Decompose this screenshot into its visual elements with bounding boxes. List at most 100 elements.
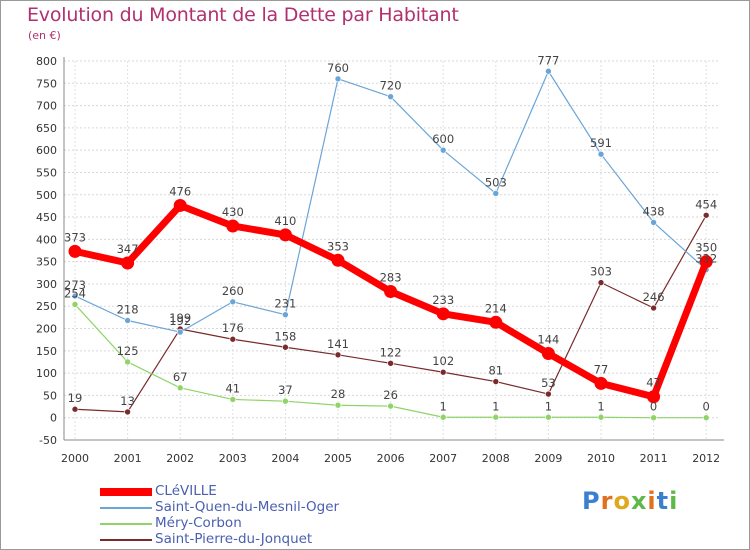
data-label: 192 [169, 314, 191, 328]
data-label: 53 [541, 376, 556, 390]
data-label: 430 [222, 205, 244, 219]
data-label: 67 [173, 370, 188, 384]
brand-letter: i [669, 487, 679, 515]
data-label: 332 [695, 252, 717, 266]
legend-swatch [100, 507, 152, 509]
data-label: 246 [643, 290, 665, 304]
y-tick-label: 200 [36, 323, 57, 336]
data-label: 26 [383, 388, 398, 402]
y-tick-label: 50 [43, 389, 57, 402]
chart-subtitle: (en €) [28, 29, 61, 42]
data-label: 102 [432, 354, 454, 368]
data-label: 1 [440, 399, 447, 413]
legend-label: Saint-Pierre-du-Jonquet [155, 531, 313, 547]
legend-swatch [100, 523, 152, 525]
data-point [492, 378, 500, 385]
data-label: 438 [643, 204, 665, 218]
data-label: 283 [380, 271, 402, 285]
data-point [229, 396, 237, 403]
brand-letter: t [656, 487, 670, 515]
x-tick-label: 2008 [482, 452, 510, 465]
data-label: 777 [537, 53, 559, 67]
data-label: 81 [488, 364, 503, 378]
data-label: 1 [597, 399, 604, 413]
data-point [436, 307, 450, 321]
data-label: 373 [64, 230, 86, 244]
data-point [71, 405, 79, 413]
y-tick-label: 400 [36, 233, 57, 246]
data-point [492, 413, 500, 421]
legend-label: CLéVILLE [155, 483, 217, 499]
data-point [71, 301, 79, 308]
legend-label: Saint-Quen-du-Mesnil-Oger [155, 499, 340, 515]
legend-label: Méry-Corbon [155, 515, 242, 531]
data-label: 19 [68, 391, 83, 405]
data-point [282, 397, 289, 405]
chart-title: Evolution du Montant de la Dette par Hab… [27, 4, 459, 26]
data-labels: 19 13199176158141122102815330324645425412… [64, 53, 717, 413]
data-label: 347 [117, 242, 139, 256]
brand-logo: Proxiti [582, 487, 678, 515]
data-point [545, 390, 552, 398]
brand-letter: P [582, 487, 601, 515]
x-tick-label: 2006 [377, 452, 405, 465]
grid-lines [64, 60, 720, 441]
data-point [334, 75, 342, 83]
brand-letter: i [647, 487, 657, 515]
data-point [594, 376, 608, 390]
data-label: 454 [695, 197, 717, 211]
data-label: 273 [64, 278, 86, 292]
data-point [121, 256, 135, 270]
data-point [492, 190, 500, 197]
x-tick-label: 2005 [324, 452, 352, 465]
axes: -500501001502002503003504004505005506006… [36, 55, 724, 465]
data-point [124, 408, 131, 416]
data-label: 1 [545, 399, 552, 413]
data-point [387, 93, 394, 100]
data-point [387, 402, 394, 410]
data-label: 760 [327, 61, 349, 75]
data-point [68, 244, 82, 258]
y-tick-label: 450 [36, 211, 57, 224]
data-point [489, 315, 503, 329]
data-label: 141 [327, 337, 349, 351]
data-label: 0 [703, 400, 710, 414]
data-label: 350 [695, 241, 717, 255]
data-label: 0 [650, 400, 657, 414]
x-tick-label: 2009 [534, 452, 562, 465]
y-tick-label: 250 [36, 300, 57, 313]
data-point [176, 328, 184, 336]
data-label: 37 [278, 383, 293, 397]
data-label: 600 [432, 132, 454, 146]
data-label: 503 [485, 175, 507, 189]
legend-swatch [100, 539, 152, 541]
data-point [334, 351, 342, 359]
data-point [124, 317, 131, 324]
data-label: 28 [331, 387, 346, 401]
data-point [176, 384, 184, 392]
data-point [282, 343, 289, 351]
data-point [229, 298, 237, 306]
data-point [650, 219, 657, 226]
data-label: 13 [120, 394, 135, 408]
data-label: 176 [222, 321, 244, 335]
data-label: 254 [64, 286, 86, 300]
data-label: 218 [117, 303, 139, 317]
data-point [278, 228, 292, 242]
data-label: 77 [594, 362, 609, 376]
y-tick-label: 0 [50, 412, 57, 425]
data-label: 353 [327, 239, 349, 253]
brand-letter: o [613, 487, 631, 515]
data-label: 410 [274, 214, 296, 228]
data-label: 144 [537, 332, 559, 346]
data-label: 303 [590, 265, 612, 279]
y-tick-label: 800 [36, 55, 57, 68]
data-label: 199 [169, 311, 191, 325]
x-tick-label: 2011 [640, 452, 668, 465]
y-tick-label: 700 [36, 100, 57, 113]
x-tick-label: 2012 [692, 452, 720, 465]
series-lines [68, 67, 713, 422]
data-point [545, 413, 552, 421]
brand-letter: r [600, 487, 614, 515]
